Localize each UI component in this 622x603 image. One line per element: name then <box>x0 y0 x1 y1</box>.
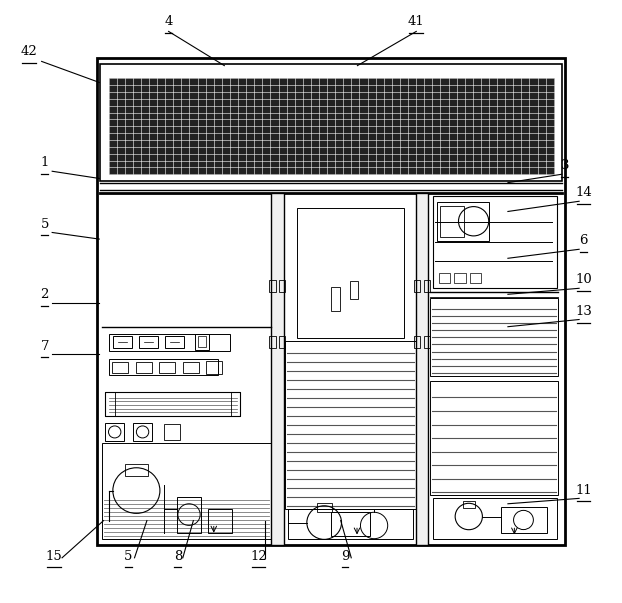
Bar <box>279 280 285 292</box>
Bar <box>105 392 241 415</box>
Text: 11: 11 <box>575 484 592 497</box>
Bar <box>103 443 271 538</box>
Text: 4: 4 <box>164 16 173 28</box>
Text: 41: 41 <box>408 16 425 28</box>
Bar <box>414 280 420 292</box>
Text: 14: 14 <box>575 186 592 200</box>
Bar <box>414 336 420 348</box>
Bar <box>133 423 152 441</box>
Bar <box>271 194 284 545</box>
Bar <box>439 273 450 283</box>
Bar <box>113 336 132 349</box>
Bar <box>433 499 557 538</box>
Bar <box>139 336 158 349</box>
Bar <box>437 202 490 241</box>
Bar <box>105 392 114 415</box>
Bar <box>350 281 358 299</box>
Bar <box>207 361 222 374</box>
Text: 15: 15 <box>45 549 62 563</box>
Bar <box>430 381 558 496</box>
Bar <box>463 501 475 508</box>
Bar <box>331 511 370 535</box>
Bar <box>433 197 557 288</box>
Text: 8: 8 <box>174 549 182 563</box>
Bar <box>108 334 230 351</box>
Text: 2: 2 <box>40 288 49 302</box>
Text: 1: 1 <box>40 156 49 169</box>
Bar <box>105 423 124 441</box>
Bar <box>455 273 466 283</box>
Bar <box>183 362 199 373</box>
Bar <box>101 65 562 182</box>
Bar <box>195 334 209 350</box>
Text: 13: 13 <box>575 305 592 318</box>
Bar <box>208 508 233 532</box>
Bar <box>136 362 152 373</box>
Bar <box>416 194 429 545</box>
Bar <box>98 58 565 545</box>
Text: 5: 5 <box>40 218 49 231</box>
Bar <box>177 497 202 532</box>
Bar <box>424 280 430 292</box>
Bar <box>317 504 332 512</box>
Bar <box>164 424 180 440</box>
Bar <box>279 336 285 348</box>
Bar <box>470 273 481 283</box>
Text: 10: 10 <box>575 274 592 286</box>
Bar <box>198 336 206 347</box>
Bar <box>501 507 547 532</box>
Bar <box>231 392 241 415</box>
Text: 7: 7 <box>40 339 49 353</box>
Bar <box>159 362 175 373</box>
Bar <box>288 510 413 538</box>
Text: 5: 5 <box>124 549 132 563</box>
Bar <box>108 359 218 375</box>
Bar <box>297 208 404 338</box>
Bar <box>165 336 184 349</box>
Text: 42: 42 <box>21 45 37 58</box>
Bar <box>269 336 276 348</box>
Bar <box>125 464 147 476</box>
Text: 9: 9 <box>341 549 350 563</box>
Bar <box>424 336 430 348</box>
Bar <box>108 78 554 174</box>
Text: 12: 12 <box>250 549 267 563</box>
Text: 3: 3 <box>560 159 569 172</box>
Bar <box>331 287 340 311</box>
Bar <box>440 206 463 236</box>
Bar <box>112 362 128 373</box>
Text: 6: 6 <box>579 235 588 247</box>
Bar <box>285 341 416 510</box>
Bar <box>269 280 276 292</box>
Bar <box>430 298 558 376</box>
